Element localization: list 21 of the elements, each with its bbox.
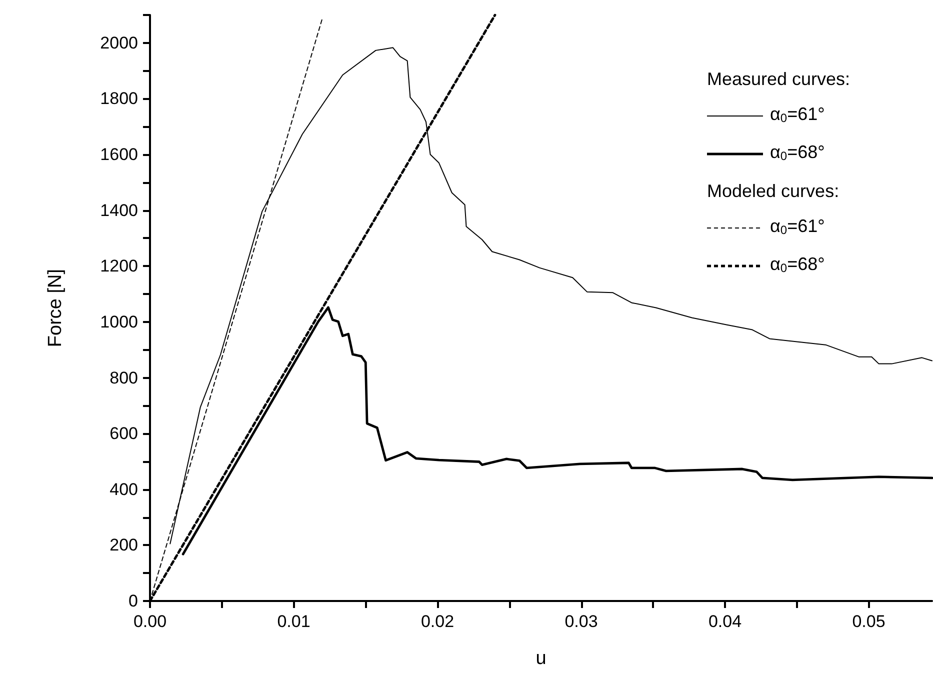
- x-axis-title: u: [536, 648, 546, 669]
- y-tick-label: 1800: [100, 89, 138, 108]
- annotation: Measured curves:: [707, 69, 850, 89]
- x-tick-label: 0.03: [564, 612, 598, 631]
- annotation: Modeled curves:: [707, 181, 840, 201]
- y-tick-label: 0: [128, 592, 138, 610]
- y-tick-label: 1400: [100, 200, 138, 220]
- y-tick-label: 600: [110, 424, 138, 444]
- y-tick-label: 2000: [100, 33, 138, 52]
- y-tick-label: 400: [110, 480, 138, 499]
- x-tick-label: 0.04: [708, 612, 742, 631]
- y-tick-label: 1600: [100, 145, 138, 164]
- x-tick-label: 0.00: [133, 612, 167, 631]
- x-tick-label: 0.02: [420, 612, 454, 631]
- y-axis-title: Force [N]: [45, 268, 66, 348]
- y-tick-label: 200: [110, 536, 138, 555]
- y-tick-label: 800: [110, 368, 138, 388]
- y-tick-label: 1000: [100, 312, 138, 332]
- y-tick-label: 1200: [100, 256, 138, 276]
- x-tick-label: 0.05: [852, 612, 886, 631]
- x-tick-label: 0.01: [277, 612, 310, 631]
